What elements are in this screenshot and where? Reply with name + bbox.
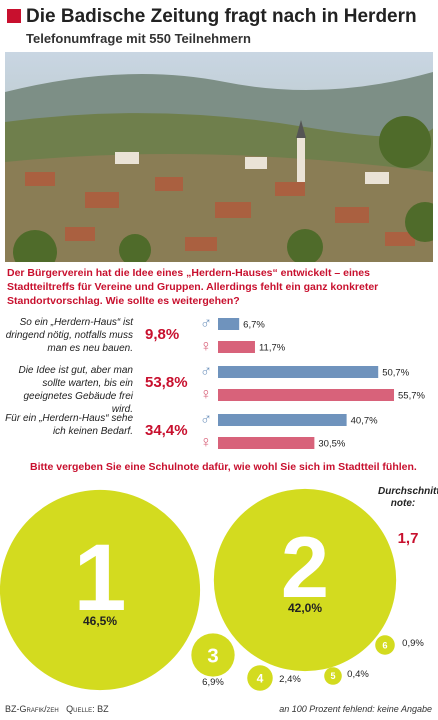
- grade-share: 0,4%: [347, 669, 369, 680]
- answer-text: So ein „Herdern-Haus“ ist dringend nötig…: [5, 317, 133, 354]
- grade: 1: [74, 525, 127, 631]
- legend-symbol: ♀: [200, 386, 212, 403]
- grade: 5: [330, 671, 335, 681]
- legend-symbol: ♂: [200, 363, 212, 380]
- grade-circle: [191, 633, 235, 677]
- grade-circle: [213, 488, 397, 672]
- legend-symbol: ♀: [200, 338, 212, 355]
- grade: 2: [281, 520, 329, 616]
- bar: [218, 414, 347, 426]
- bar-label: 11,7%: [259, 343, 286, 354]
- grade-share: 42,0%: [288, 601, 322, 615]
- average-label: Durchschnitts-note:: [378, 486, 438, 509]
- bar: [218, 366, 379, 378]
- grade: 6: [382, 640, 387, 650]
- bar: [218, 318, 240, 330]
- answer-total: 53,8%: [145, 374, 188, 391]
- grade-circle: [324, 667, 342, 685]
- subtitle: Telefonumfrage mit 550 Teilnehmern: [26, 31, 251, 46]
- grade-share: 0,9%: [402, 638, 424, 649]
- grade: 4: [257, 671, 264, 685]
- bar-label: 40,7%: [351, 416, 378, 427]
- grade-circle: [0, 489, 201, 691]
- bar-label: 55,7%: [398, 391, 425, 402]
- grade-share: 2,4%: [279, 674, 301, 685]
- grade-share: 6,9%: [202, 677, 224, 688]
- question-1: Der Bürgerverein hat die Idee eines „Her…: [7, 267, 379, 307]
- footer-note: an 100 Prozent fehlend: keine Angabe: [279, 704, 432, 714]
- answer-text: Für ein „Herdern-Haus“ sehe ich keinen B…: [5, 413, 133, 437]
- bar-label: 6,7%: [243, 320, 265, 331]
- title-marker: [7, 9, 21, 23]
- photo: [5, 52, 433, 262]
- title: Die Badische Zeitung fragt nach in Herde…: [26, 6, 417, 27]
- bar-label: 30,5%: [318, 439, 345, 450]
- bubble-chart: 146,5% 242,0% 3 6,9% 4 2,4% 5 0,4% 6 0,9%: [0, 488, 424, 691]
- grade-circle: [247, 665, 273, 691]
- legend-symbol: ♂: [200, 411, 212, 428]
- grade: 3: [207, 645, 218, 668]
- credit: BZ-Grafik/zeh Quelle: BZ: [5, 704, 109, 714]
- grade-circle: [375, 635, 395, 655]
- average-value: 1,7: [397, 530, 419, 547]
- bar: [218, 341, 255, 353]
- bar: [218, 389, 395, 401]
- answer-text: Die Idee ist gut, aber man sollte warten…: [18, 365, 133, 415]
- grade-share: 46,5%: [83, 614, 117, 628]
- legend-symbol: ♀: [200, 434, 212, 451]
- bar-label: 50,7%: [382, 368, 409, 379]
- answer-total: 9,8%: [145, 326, 180, 343]
- bar-chart: 6,7% 11,7% 50,7% 55,7% 40,7% 30,5%: [218, 318, 426, 450]
- answer-total: 34,4%: [145, 422, 188, 439]
- question-2: Bitte vergeben Sie eine Schulnote dafür,…: [30, 461, 417, 473]
- legend-symbol: ♂: [200, 315, 212, 332]
- bar: [218, 437, 315, 449]
